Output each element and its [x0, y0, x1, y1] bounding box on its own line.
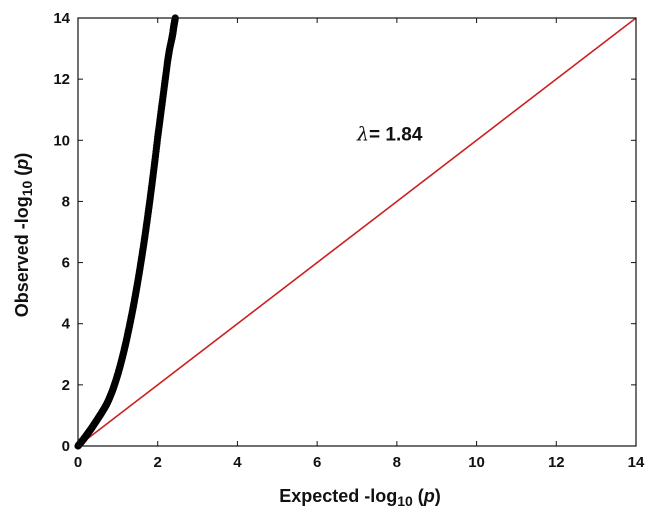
- lambda-symbol: λ: [356, 123, 369, 145]
- y-tick-label: 12: [53, 71, 70, 88]
- y-axis-title-suffix: (: [12, 170, 32, 181]
- lambda-value: = 1.84: [369, 124, 423, 145]
- x-tick-label: 0: [74, 454, 82, 471]
- x-tick-label: 12: [548, 454, 565, 471]
- plot-frame: [77, 17, 637, 447]
- y-axis-title-subscript: 10: [19, 180, 35, 196]
- y-tick-label: 6: [62, 255, 70, 272]
- y-tick-label: 14: [53, 10, 70, 27]
- x-axis-title-close: ): [435, 486, 441, 506]
- y-tick-label: 10: [53, 132, 70, 149]
- y-tick-label: 4: [62, 316, 71, 333]
- x-tick-label: 4: [233, 454, 242, 471]
- lambda-annotation: λ= 1.84: [356, 123, 423, 145]
- y-axis-title-var: p: [12, 159, 32, 171]
- x-tick-label: 14: [628, 454, 645, 471]
- reference-line: [77, 17, 637, 447]
- y-axis-title-close: ): [12, 153, 32, 159]
- x-tick-label: 2: [154, 454, 162, 471]
- x-tick-label: 8: [393, 454, 401, 471]
- x-tick-label: 6: [313, 454, 321, 471]
- y-tick-label: 8: [62, 193, 70, 210]
- y-axis-title-prefix: Observed -log: [12, 196, 32, 317]
- x-axis-title-suffix: (: [413, 486, 424, 506]
- points-layer: [74, 14, 179, 450]
- x-tick-label: 10: [468, 454, 485, 471]
- x-axis-title-subscript: 10: [397, 493, 413, 509]
- y-tick-label: 2: [62, 377, 70, 394]
- y-axis-title: Observed -log10 (p): [12, 153, 35, 318]
- x-axis-title-var: p: [423, 486, 435, 506]
- y-tick-label: 0: [62, 438, 70, 455]
- x-axis-title-prefix: Expected -log: [279, 486, 397, 506]
- x-axis-title: Expected -log10 (p): [279, 486, 441, 509]
